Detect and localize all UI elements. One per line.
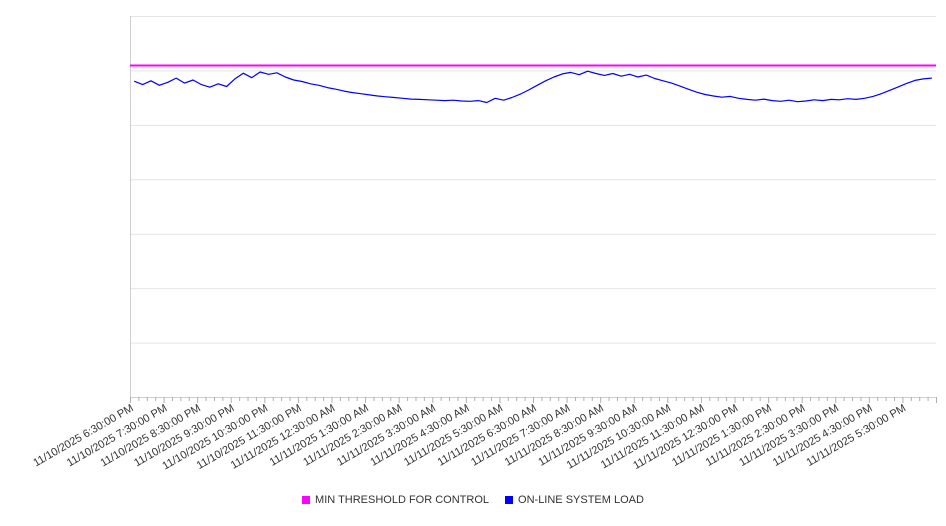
axes bbox=[130, 16, 936, 398]
gridlines bbox=[130, 16, 936, 344]
x-axis-ticks bbox=[130, 397, 937, 403]
legend-item-min-threshold[interactable]: MIN THRESHOLD FOR CONTROL bbox=[302, 494, 489, 506]
min-threshold-swatch-icon bbox=[302, 496, 311, 504]
chart-legend: MIN THRESHOLD FOR CONTROL ON-LINE SYSTEM… bbox=[0, 494, 946, 506]
legend-item-system-load[interactable]: ON-LINE SYSTEM LOAD bbox=[505, 494, 644, 506]
legend-label-system-load: ON-LINE SYSTEM LOAD bbox=[518, 494, 644, 506]
legend-label-min-threshold: MIN THRESHOLD FOR CONTROL bbox=[315, 494, 490, 506]
system-load-swatch-icon bbox=[505, 496, 514, 504]
system-load-line bbox=[133, 70, 932, 104]
